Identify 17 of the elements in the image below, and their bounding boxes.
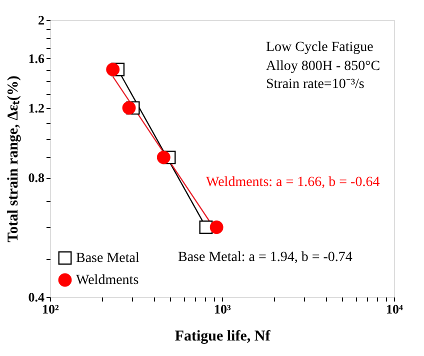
annotation: Low Cycle Fatigue bbox=[266, 40, 374, 55]
y-tick-label: 0.4 bbox=[28, 290, 45, 304]
x-tick-label: 10³ bbox=[214, 302, 232, 316]
legend-label: Base Metal bbox=[76, 251, 140, 266]
annotation: Strain rate=10⁻³/s bbox=[266, 77, 364, 92]
y-tick-label: 1.2 bbox=[28, 100, 44, 116]
y-tick-label: 2 bbox=[38, 12, 44, 28]
y-tick-label: 1.6 bbox=[28, 50, 45, 66]
x-tick-label: 10⁴ bbox=[386, 302, 404, 316]
x-axis-title: Fatigue life, Nf bbox=[174, 328, 272, 344]
y-axis-title: Total strain range, Δεₜ(%) bbox=[5, 76, 22, 242]
annotation: Weldments: a = 1.66, b = -0.64 bbox=[206, 175, 380, 190]
y-tick-label: 0.8 bbox=[28, 170, 45, 186]
legend-label: Weldments bbox=[76, 273, 139, 288]
annotation: Base Metal: a = 1.94, b = -0.74 bbox=[178, 250, 352, 265]
annotation: Alloy 800H - 850°C bbox=[266, 59, 380, 74]
x-tick-label: 10² bbox=[42, 302, 60, 316]
